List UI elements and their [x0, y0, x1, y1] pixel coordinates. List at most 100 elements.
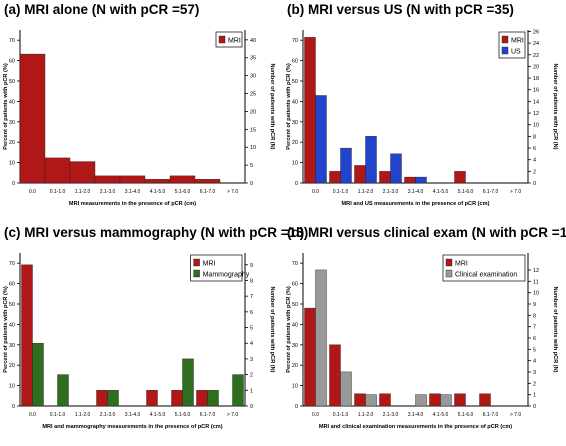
y-tick-label: 40: [9, 99, 15, 105]
y-tick-label: 70: [292, 38, 298, 44]
x-tick-label: 6.1-7.0: [483, 412, 499, 418]
bar-mri: [119, 175, 146, 184]
legend-swatch: [445, 269, 453, 278]
y2-tick-label: 16: [533, 88, 539, 94]
x-tick-label: 6.1-7.0: [200, 189, 216, 195]
legend-swatch: [193, 269, 200, 278]
y-tick-label: 20: [292, 140, 298, 146]
x-tick-label: 2.1-3.0: [100, 412, 116, 418]
y2-tick-label: 30: [250, 74, 256, 80]
y-tick-label: 0: [295, 181, 298, 187]
x-tick-label: 0.1-1.0: [50, 189, 66, 195]
x-tick-label: 1.1-2.0: [75, 412, 91, 418]
bar-us: [365, 136, 377, 184]
chart-panel-a: (a) MRI alone (N with pCR =57) 0 10 20 30 40…: [0, 0, 283, 223]
bar-mri: [304, 307, 316, 407]
x-tick-label: 0.0: [312, 189, 319, 195]
bar-mri: [479, 393, 491, 407]
y2-tick-label: 4: [533, 158, 536, 164]
y-tick-label: 0: [12, 404, 15, 410]
y2-tick-label: 35: [250, 56, 256, 62]
bar-mri: [354, 393, 366, 407]
legend-label: MRI: [511, 38, 524, 45]
y2-tick-label: 0: [250, 404, 253, 410]
y2-tick-label: 2: [533, 381, 536, 387]
bar-mri: [19, 53, 46, 184]
bar-mri: [171, 390, 183, 407]
bar-mri: [379, 171, 391, 184]
bar-clinical-examination: [440, 394, 452, 407]
bar-mri: [94, 175, 121, 184]
legend-swatch: [501, 46, 509, 55]
legend-swatch: [501, 35, 509, 44]
chart-title: (d) MRI versus clinical exam (N with pCR…: [287, 225, 566, 240]
y2-tick-label: 10: [533, 123, 539, 129]
y-tick-label: 10: [9, 161, 15, 167]
y-tick-label: 50: [9, 302, 15, 308]
x-axis-label: MRI and mammography measurements in the …: [42, 424, 222, 430]
bar-mri: [21, 264, 33, 407]
y2-axis-label: Number of patients with pCR (N): [269, 63, 275, 149]
y2-tick-label: 0: [533, 181, 536, 187]
y2-tick-label: 10: [533, 291, 539, 297]
y2-tick-label: 2: [250, 373, 253, 379]
y-tick-label: 50: [9, 79, 15, 85]
x-tick-label: 3.1-4.0: [408, 189, 424, 195]
y-tick-label: 60: [292, 282, 298, 288]
bar-clinical-examination: [315, 269, 327, 407]
y2-tick-label: 6: [533, 146, 536, 152]
y2-tick-label: 7: [533, 325, 536, 331]
x-tick-label: > 7.0: [510, 189, 521, 195]
x-tick-label: 5.1-6.0: [458, 189, 474, 195]
x-tick-label: 1.1-2.0: [358, 189, 374, 195]
x-tick-label: 4.1-5.0: [150, 412, 166, 418]
bar-mri: [404, 176, 416, 184]
y2-tick-label: 7: [250, 294, 253, 300]
bar-mri: [146, 390, 158, 407]
chart-title: (b) MRI versus US (N with pCR =35): [287, 2, 514, 17]
x-tick-label: 0.0: [312, 412, 319, 418]
y2-tick-label: 0: [250, 181, 253, 187]
x-tick-label: 1.1-2.0: [358, 412, 374, 418]
y2-tick-label: 12: [533, 268, 539, 274]
legend-swatch: [445, 258, 453, 267]
y2-tick-label: 1: [533, 393, 536, 399]
bar-mri: [354, 165, 366, 184]
chart-a-svg: 0 10 20 30 40 50 60 70 0 5 10 15 20 25 30 35 40 0.0 0.1-1.…: [3, 30, 275, 207]
y2-tick-label: 2: [533, 169, 536, 175]
x-axis-label: MRI measurements in the presence of pCR …: [69, 201, 196, 207]
legend-label: MRI: [203, 261, 216, 268]
y2-tick-label: 0: [533, 404, 536, 410]
legend-label: Mammography: [203, 272, 250, 279]
y-tick-label: 20: [292, 363, 298, 369]
bar-mammography: [232, 374, 244, 407]
bar-clinical-examination: [340, 371, 352, 407]
y-tick-label: 60: [292, 59, 298, 65]
x-tick-label: 0.0: [29, 412, 36, 418]
x-tick-label: 0.1-1.0: [333, 189, 349, 195]
bar-clinical-examination: [365, 394, 377, 407]
x-tick-label: 2.1-3.0: [383, 189, 399, 195]
y-tick-label: 60: [9, 282, 15, 288]
y-tick-label: 0: [12, 181, 15, 187]
bar-clinical-examination: [415, 394, 427, 407]
bar-mri: [69, 161, 96, 184]
y-tick-label: 10: [9, 384, 15, 390]
x-axis-label: MRI and US measurements in the presence …: [342, 201, 490, 207]
x-tick-label: 4.1-5.0: [150, 189, 166, 195]
y2-tick-label: 22: [533, 53, 539, 59]
x-tick-label: 5.1-6.0: [458, 412, 474, 418]
y2-tick-label: 15: [250, 127, 256, 133]
bar-mri: [429, 393, 441, 407]
legend-label: MRI: [455, 261, 468, 268]
bar-mri: [304, 37, 316, 184]
y2-tick-label: 11: [533, 279, 539, 285]
y-axis-label: Percent of patients with pCR (%): [286, 286, 292, 373]
y-tick-label: 40: [292, 322, 298, 328]
y-tick-label: 60: [9, 59, 15, 65]
y2-tick-label: 8: [533, 134, 536, 140]
bar-mri: [144, 179, 171, 184]
y2-tick-label: 25: [250, 92, 256, 98]
x-tick-label: 2.1-3.0: [100, 189, 116, 195]
